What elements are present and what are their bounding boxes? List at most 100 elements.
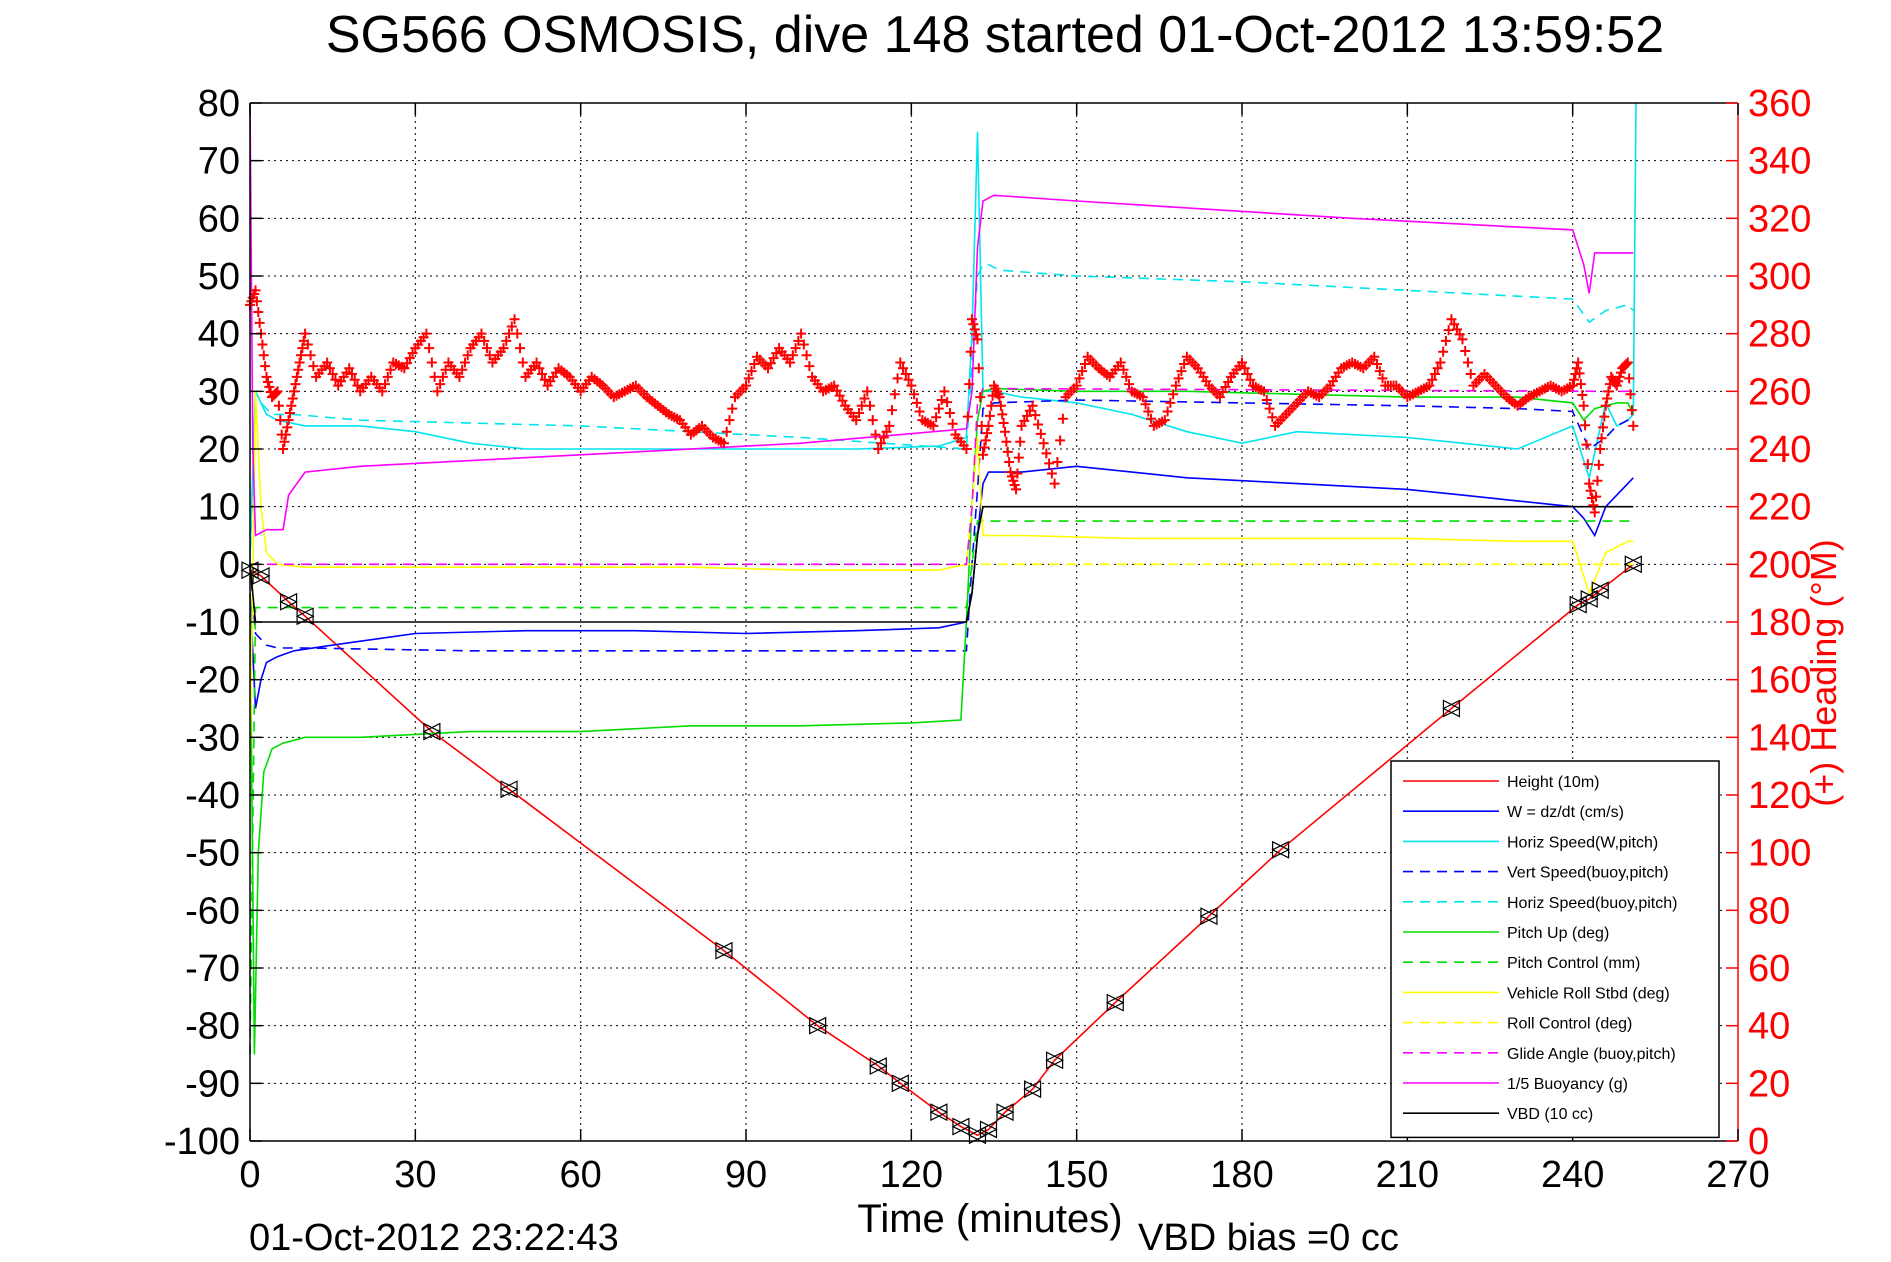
heading-point bbox=[302, 339, 313, 350]
heading-point bbox=[895, 357, 906, 368]
heading-point bbox=[534, 363, 545, 374]
heading-point bbox=[873, 444, 884, 454]
height-point bbox=[1045, 1051, 1064, 1070]
heading-point bbox=[942, 397, 953, 408]
y-tick-label: -30 bbox=[185, 717, 240, 759]
heading-point bbox=[962, 411, 973, 422]
x-tick-label: 270 bbox=[1706, 1154, 1769, 1196]
legend-entry: Vert Speed(buoy,pitch) bbox=[1507, 865, 1669, 882]
x-tick-label: 90 bbox=[725, 1154, 767, 1196]
heading-point bbox=[1214, 392, 1225, 403]
y-tick-label: 70 bbox=[198, 141, 240, 183]
heading-point bbox=[771, 348, 782, 359]
y2-tick-label: 340 bbox=[1748, 141, 1811, 183]
heading-point bbox=[741, 380, 751, 391]
heading-point bbox=[264, 382, 275, 393]
height-point bbox=[295, 607, 314, 626]
heading-point bbox=[878, 432, 889, 443]
heading-point bbox=[1173, 373, 1184, 384]
legend-entry: Horiz Speed(buoy,pitch) bbox=[1507, 895, 1677, 912]
heading-point bbox=[980, 435, 991, 446]
heading-point bbox=[498, 343, 509, 354]
heading-point bbox=[254, 317, 265, 328]
heading-point bbox=[1024, 405, 1035, 416]
y2-tick-label: 160 bbox=[1748, 660, 1811, 702]
heading-point bbox=[262, 376, 273, 387]
heading-point bbox=[1245, 374, 1256, 385]
x-tick-label: 210 bbox=[1376, 1154, 1439, 1196]
markers-layer bbox=[240, 285, 1643, 1145]
y-tick-label: -90 bbox=[185, 1063, 240, 1105]
heading-point bbox=[1589, 507, 1600, 518]
heading-point bbox=[1001, 436, 1012, 447]
heading-point bbox=[280, 429, 291, 440]
heading-point bbox=[983, 420, 994, 431]
height-point bbox=[1105, 993, 1124, 1012]
heading-point bbox=[346, 369, 357, 380]
heading-point bbox=[402, 358, 413, 369]
heading-point bbox=[986, 400, 997, 411]
chart-title: SG566 OSMOSIS, dive 148 started 01-Oct-2… bbox=[326, 6, 1664, 64]
heading-point bbox=[909, 389, 920, 400]
heading-point bbox=[898, 363, 909, 374]
heading-point bbox=[1573, 357, 1584, 368]
heading-point bbox=[1588, 500, 1599, 511]
heading-point bbox=[251, 296, 262, 307]
heading-point bbox=[1223, 376, 1234, 387]
heading-point bbox=[1121, 371, 1132, 382]
y-tick-label: 60 bbox=[198, 198, 240, 240]
series-line-9 bbox=[250, 387, 1634, 566]
x-tick-label: 240 bbox=[1541, 1154, 1604, 1196]
heading-point bbox=[349, 374, 360, 385]
y2-tick-label: 360 bbox=[1748, 83, 1811, 125]
heading-point bbox=[881, 426, 892, 437]
heading-point bbox=[969, 324, 980, 335]
heading-point bbox=[459, 357, 470, 368]
x-axis-label: Time (minutes) bbox=[857, 1197, 1122, 1241]
heading-point bbox=[1438, 346, 1449, 357]
heading-point bbox=[944, 407, 955, 418]
heading-point bbox=[1124, 379, 1135, 390]
y-tick-label: -10 bbox=[185, 602, 240, 644]
heading-point bbox=[1582, 459, 1593, 470]
heading-point bbox=[1220, 382, 1231, 393]
heading-point bbox=[1567, 380, 1578, 391]
heading-point bbox=[965, 346, 976, 357]
heading-point bbox=[867, 415, 878, 426]
heading-point bbox=[972, 334, 983, 345]
x-tick-label: 30 bbox=[394, 1154, 436, 1196]
heading-point bbox=[278, 444, 289, 454]
heading-point bbox=[859, 393, 870, 404]
y-tick-label: 10 bbox=[198, 487, 240, 529]
heading-point bbox=[1578, 400, 1589, 411]
heading-point bbox=[1374, 366, 1385, 377]
height-point bbox=[995, 1103, 1014, 1122]
heading-point bbox=[892, 373, 903, 384]
heading-point bbox=[982, 428, 993, 439]
heading-point bbox=[1002, 446, 1013, 457]
heading-point bbox=[928, 420, 939, 431]
heading-point bbox=[798, 339, 809, 350]
legend-entry: Horiz Speed(W,pitch) bbox=[1507, 834, 1658, 851]
y2-axis-label: (+) Heading (°M) bbox=[1803, 539, 1844, 806]
heading-point bbox=[1446, 314, 1457, 325]
heading-point bbox=[1015, 436, 1026, 447]
heading-point bbox=[1259, 386, 1270, 397]
heading-point bbox=[964, 379, 975, 390]
heading-point bbox=[1013, 452, 1024, 463]
heading-point bbox=[539, 374, 550, 385]
y2-tick-label: 200 bbox=[1748, 544, 1811, 586]
heading-point bbox=[1622, 357, 1633, 368]
heading-point bbox=[308, 361, 319, 372]
y-tick-label: 80 bbox=[198, 83, 240, 125]
heading-point bbox=[1237, 357, 1247, 368]
heading-point bbox=[768, 353, 779, 364]
heading-point bbox=[884, 420, 895, 431]
heading-point bbox=[432, 386, 443, 397]
height-point bbox=[929, 1103, 948, 1122]
heading-point bbox=[1621, 358, 1632, 369]
heading-point bbox=[968, 319, 979, 330]
legend-entry: W = dz/dt (cm/s) bbox=[1507, 804, 1624, 821]
heading-point bbox=[501, 335, 512, 346]
heading-point bbox=[324, 363, 335, 374]
